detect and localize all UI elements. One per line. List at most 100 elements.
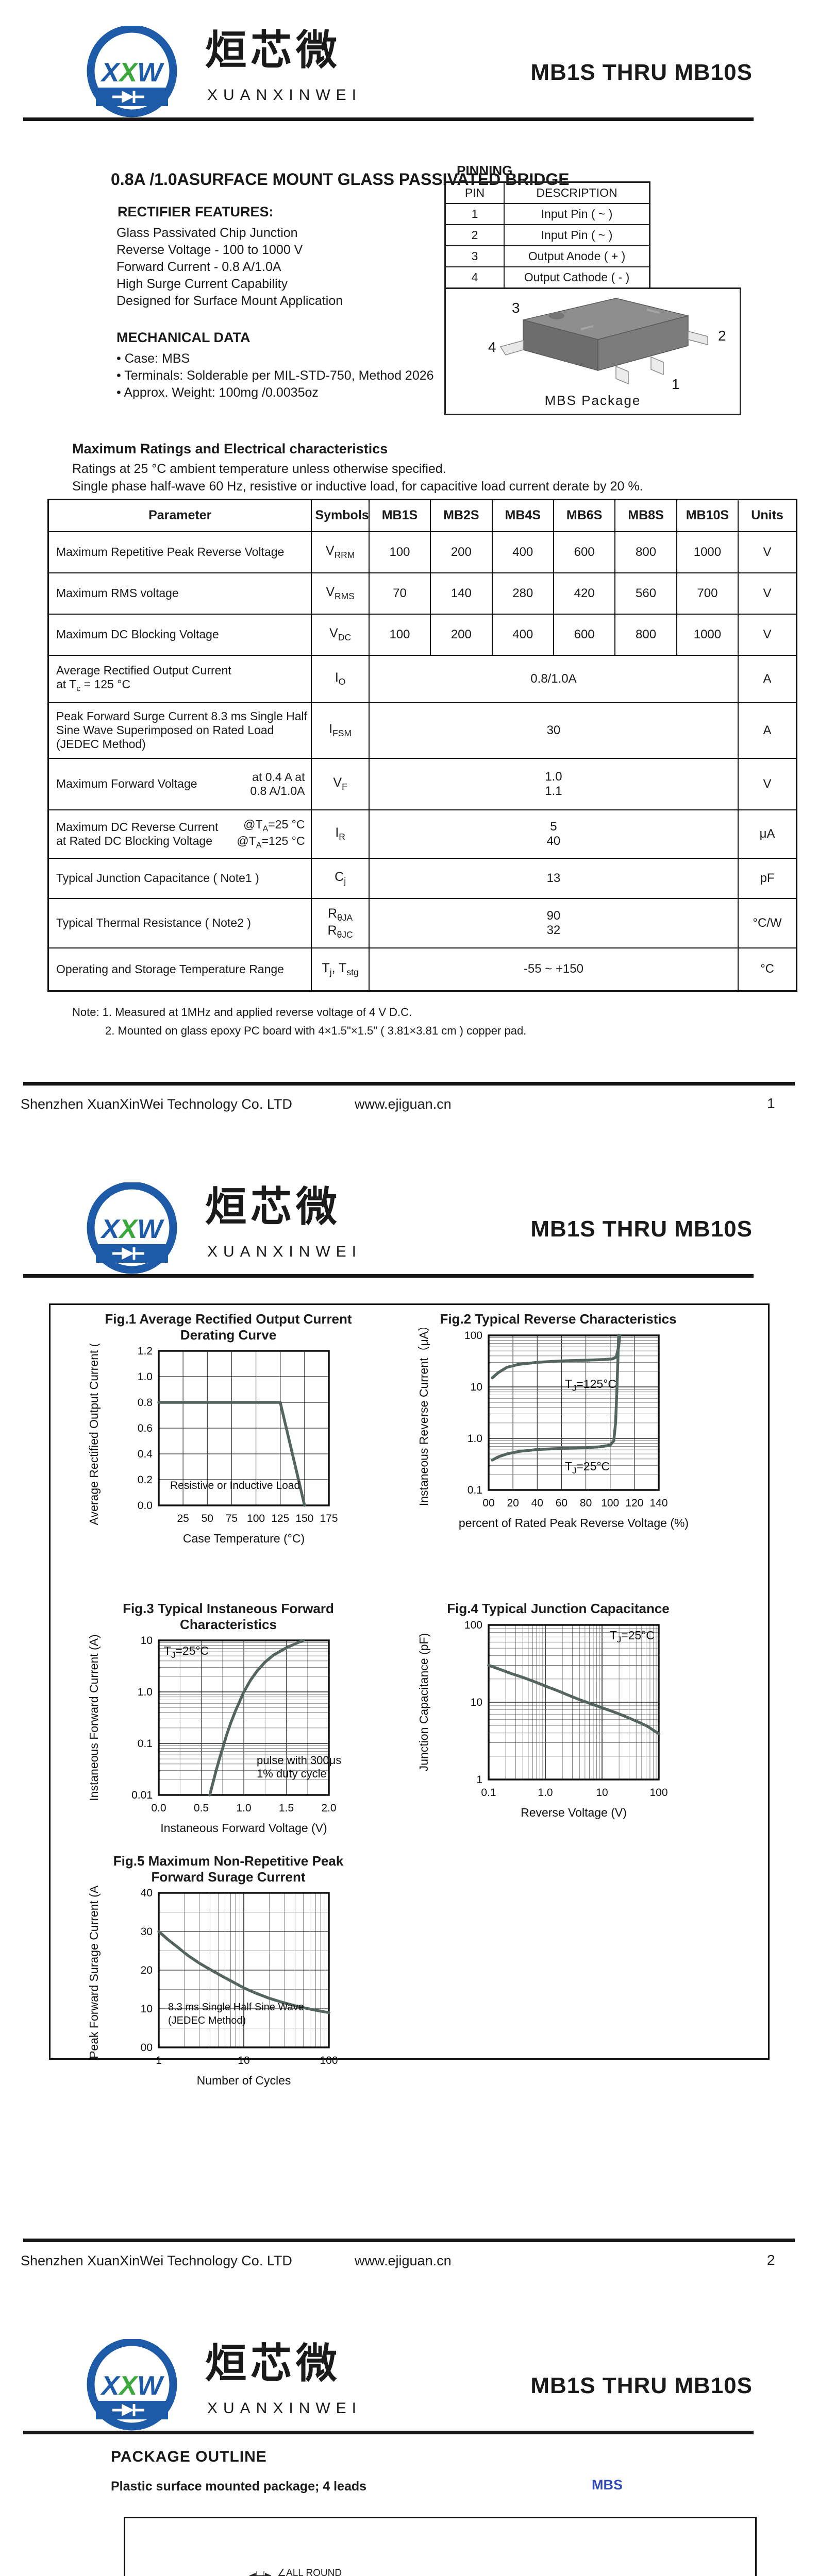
svg-text:1.0: 1.0 bbox=[236, 1802, 251, 1814]
svg-text:0.0: 0.0 bbox=[138, 1500, 153, 1512]
svg-text:8.3 ms Single Half Sine Wave: 8.3 ms Single Half Sine Wave bbox=[168, 2002, 304, 2013]
footer-website: www.ejiguan.cn bbox=[355, 2253, 452, 2268]
value-cell: -55 ~ +150 bbox=[368, 947, 739, 992]
pin-desc: Input Pin ( ~ ) bbox=[504, 224, 650, 246]
symbol-cell: RθJA RθJC bbox=[311, 897, 370, 948]
package-caption: MBS Package bbox=[544, 393, 641, 408]
mbs-package-3d-icon: 3 4 1 2 bbox=[488, 298, 726, 392]
svg-text:TJ​=25°C: TJ​=25°C bbox=[164, 1644, 209, 1660]
value-cell: 140 bbox=[430, 572, 493, 615]
brand-chinese: 烜芯微 bbox=[205, 2341, 341, 2386]
param-text: Maximum Forward Voltage bbox=[56, 777, 197, 790]
company-logo: XXW 烜芯微 XUANXINWEI bbox=[76, 1181, 447, 1275]
dim-allround: ∠ALL ROUND bbox=[277, 2568, 342, 2576]
svg-text:100: 100 bbox=[649, 1787, 667, 1799]
param-cell: Typical Thermal Resistance ( Note2 ) bbox=[47, 897, 312, 948]
param-cell: Maximum Forward Voltage at 0.4 A at 0.8 A/… bbox=[47, 757, 312, 810]
param-text: Maximum DC Reverse Current at Rated DC B… bbox=[56, 820, 219, 848]
doc-title: MB1S THRU MB10S bbox=[530, 60, 753, 85]
package-outline-subtitle: Plastic surface mounted package; 4 leads bbox=[111, 2479, 367, 2494]
fig3-chart: 0.0 0.5 1.0 1.5 2.0 0.01 0.1 1.0 10 Instaneous Fo… bbox=[87, 1635, 341, 1835]
logo-mark-icon: XXW bbox=[87, 2338, 177, 2431]
ratings-table: Parameter Symbols MB1S MB2S MB4S MB6S MB… bbox=[47, 499, 797, 992]
ratings-heading: Maximum Ratings and Electrical character… bbox=[72, 441, 388, 456]
svg-text:Number of Cycles: Number of Cycles bbox=[197, 2074, 291, 2087]
svg-text:40: 40 bbox=[531, 1497, 543, 1509]
svg-text:60: 60 bbox=[556, 1497, 567, 1509]
svg-text:10: 10 bbox=[141, 2003, 153, 2015]
svg-text:10: 10 bbox=[238, 2055, 249, 2066]
param-cell: Maximum Repetitive Peak Reverse Voltage bbox=[47, 531, 312, 573]
value-cell: 200 bbox=[430, 613, 493, 656]
doc-title: MB1S THRU MB10S bbox=[530, 2373, 753, 2398]
package-outline-drawing bbox=[249, 2571, 271, 2576]
value-cell: 800 bbox=[614, 613, 677, 656]
value-cell: 420 bbox=[553, 572, 616, 615]
svg-text:1: 1 bbox=[156, 2055, 162, 2066]
unit-cell: A bbox=[738, 702, 797, 759]
logo-mark-icon: XXW bbox=[87, 1181, 177, 1274]
value-cell: 30 bbox=[368, 702, 739, 759]
unit-cell: A bbox=[738, 654, 797, 703]
brand-chinese: 烜芯微 bbox=[205, 1184, 341, 1230]
table-row: Maximum Forward Voltage at 0.4 A at 0.8 A/… bbox=[47, 757, 797, 810]
figure-4-title: Fig.4 Typical Junction Capacitance bbox=[447, 1601, 670, 1616]
col-header: MB4S bbox=[491, 499, 554, 532]
table-row: Typical Thermal Resistance ( Note2 ) RθJ… bbox=[47, 897, 797, 948]
header-rule bbox=[23, 1274, 754, 1278]
brand-english: XUANXINWEI bbox=[207, 87, 362, 104]
svg-text:25: 25 bbox=[177, 1513, 189, 1524]
svg-text:Instaneous Forward Voltage (V): Instaneous Forward Voltage (V) bbox=[160, 1821, 327, 1835]
figure-1-title: Fig.1 Average Rectified Output Current D… bbox=[105, 1311, 352, 1343]
pinning-header-desc: DESCRIPTION bbox=[504, 181, 650, 204]
pin-desc: Input Pin ( ~ ) bbox=[504, 203, 650, 225]
symbol-cell: Tj, Tstg bbox=[311, 947, 370, 992]
table-row: Operating and Storage Temperature Range … bbox=[47, 947, 797, 992]
table-header-row: Parameter Symbols MB1S MB2S MB4S MB6S MB… bbox=[47, 499, 797, 532]
value-cell: 1.0 1.1 bbox=[368, 757, 739, 810]
footer-company: Shenzhen XuanXinWei Technology Co. LTD bbox=[21, 2253, 292, 2268]
fig2-chart: 00 20 40 60 80 100 120 140 0.1 1.0 10 100 percent of… bbox=[417, 1319, 689, 1530]
svg-text:Peak Forward Surage Current (A: Peak Forward Surage Current (A) bbox=[87, 1886, 101, 2059]
svg-text:Case Temperature (°C): Case Temperature (°C) bbox=[183, 1532, 305, 1545]
unit-cell: V bbox=[738, 572, 797, 615]
brand-english: XUANXINWEI bbox=[207, 2400, 362, 2417]
unit-cell: pF bbox=[738, 857, 797, 899]
symbol-cell: IR bbox=[311, 809, 370, 859]
svg-text:100: 100 bbox=[464, 1619, 482, 1631]
symbol-cell: VRMS bbox=[311, 572, 370, 615]
svg-text:XXW: XXW bbox=[100, 58, 164, 88]
table-row: 3 Output Anode ( + ) bbox=[444, 245, 650, 267]
value-cell: 200 bbox=[430, 531, 493, 573]
svg-text:0.1: 0.1 bbox=[468, 1484, 482, 1496]
value-cell: 280 bbox=[491, 572, 554, 615]
package-outline-heading: PACKAGE OUTLINE bbox=[111, 2448, 267, 2465]
symbol-cell: Cj bbox=[311, 857, 370, 899]
table-row: 4 Output Cathode ( - ) bbox=[444, 266, 650, 289]
param-condition: @TA=25 °C @TA=125 °C bbox=[237, 817, 305, 850]
pinning-table: PIN DESCRIPTION 1 Input Pin ( ~ ) 2 Input … bbox=[444, 181, 650, 289]
doc-title: MB1S THRU MB10S bbox=[530, 1216, 753, 1242]
mechdata-item: • Approx. Weight: 100mg /0.0035oz bbox=[116, 385, 319, 400]
svg-text:150: 150 bbox=[295, 1513, 313, 1524]
svg-text:10: 10 bbox=[471, 1381, 482, 1393]
mbs-badge: MBS bbox=[592, 2477, 623, 2493]
svg-text:100: 100 bbox=[320, 2055, 338, 2066]
table-row: Average Rectified Output Current at Tc = … bbox=[47, 654, 797, 703]
svg-text:0.1: 0.1 bbox=[138, 1738, 153, 1750]
fig5-chart: 1 10 100 00 10 20 30 40 Number of Cycles Peak For… bbox=[87, 1882, 338, 2087]
value-cell: 90 32 bbox=[368, 897, 739, 948]
param-cell: Maximum DC Blocking Voltage bbox=[47, 613, 312, 656]
note-line-1: Note: 1. Measured at 1MHz and applied re… bbox=[72, 1006, 412, 1019]
company-logo: XXW 烜芯微 XUANXINWEI bbox=[76, 2338, 447, 2432]
mechdata-title: MECHANICAL DATA bbox=[116, 330, 251, 345]
unit-cell: °C/W bbox=[738, 897, 797, 948]
footer-page-number: 2 bbox=[767, 2252, 775, 2268]
svg-text:XXW: XXW bbox=[100, 2371, 164, 2401]
svg-text:0.4: 0.4 bbox=[138, 1448, 153, 1460]
svg-text:1.2: 1.2 bbox=[138, 1345, 153, 1357]
pinning-header-pin: PIN bbox=[444, 181, 505, 204]
brand-chinese: 烜芯微 bbox=[205, 27, 341, 73]
pinning-title: PINNING bbox=[457, 163, 513, 178]
pin-label-2: 2 bbox=[718, 328, 726, 344]
